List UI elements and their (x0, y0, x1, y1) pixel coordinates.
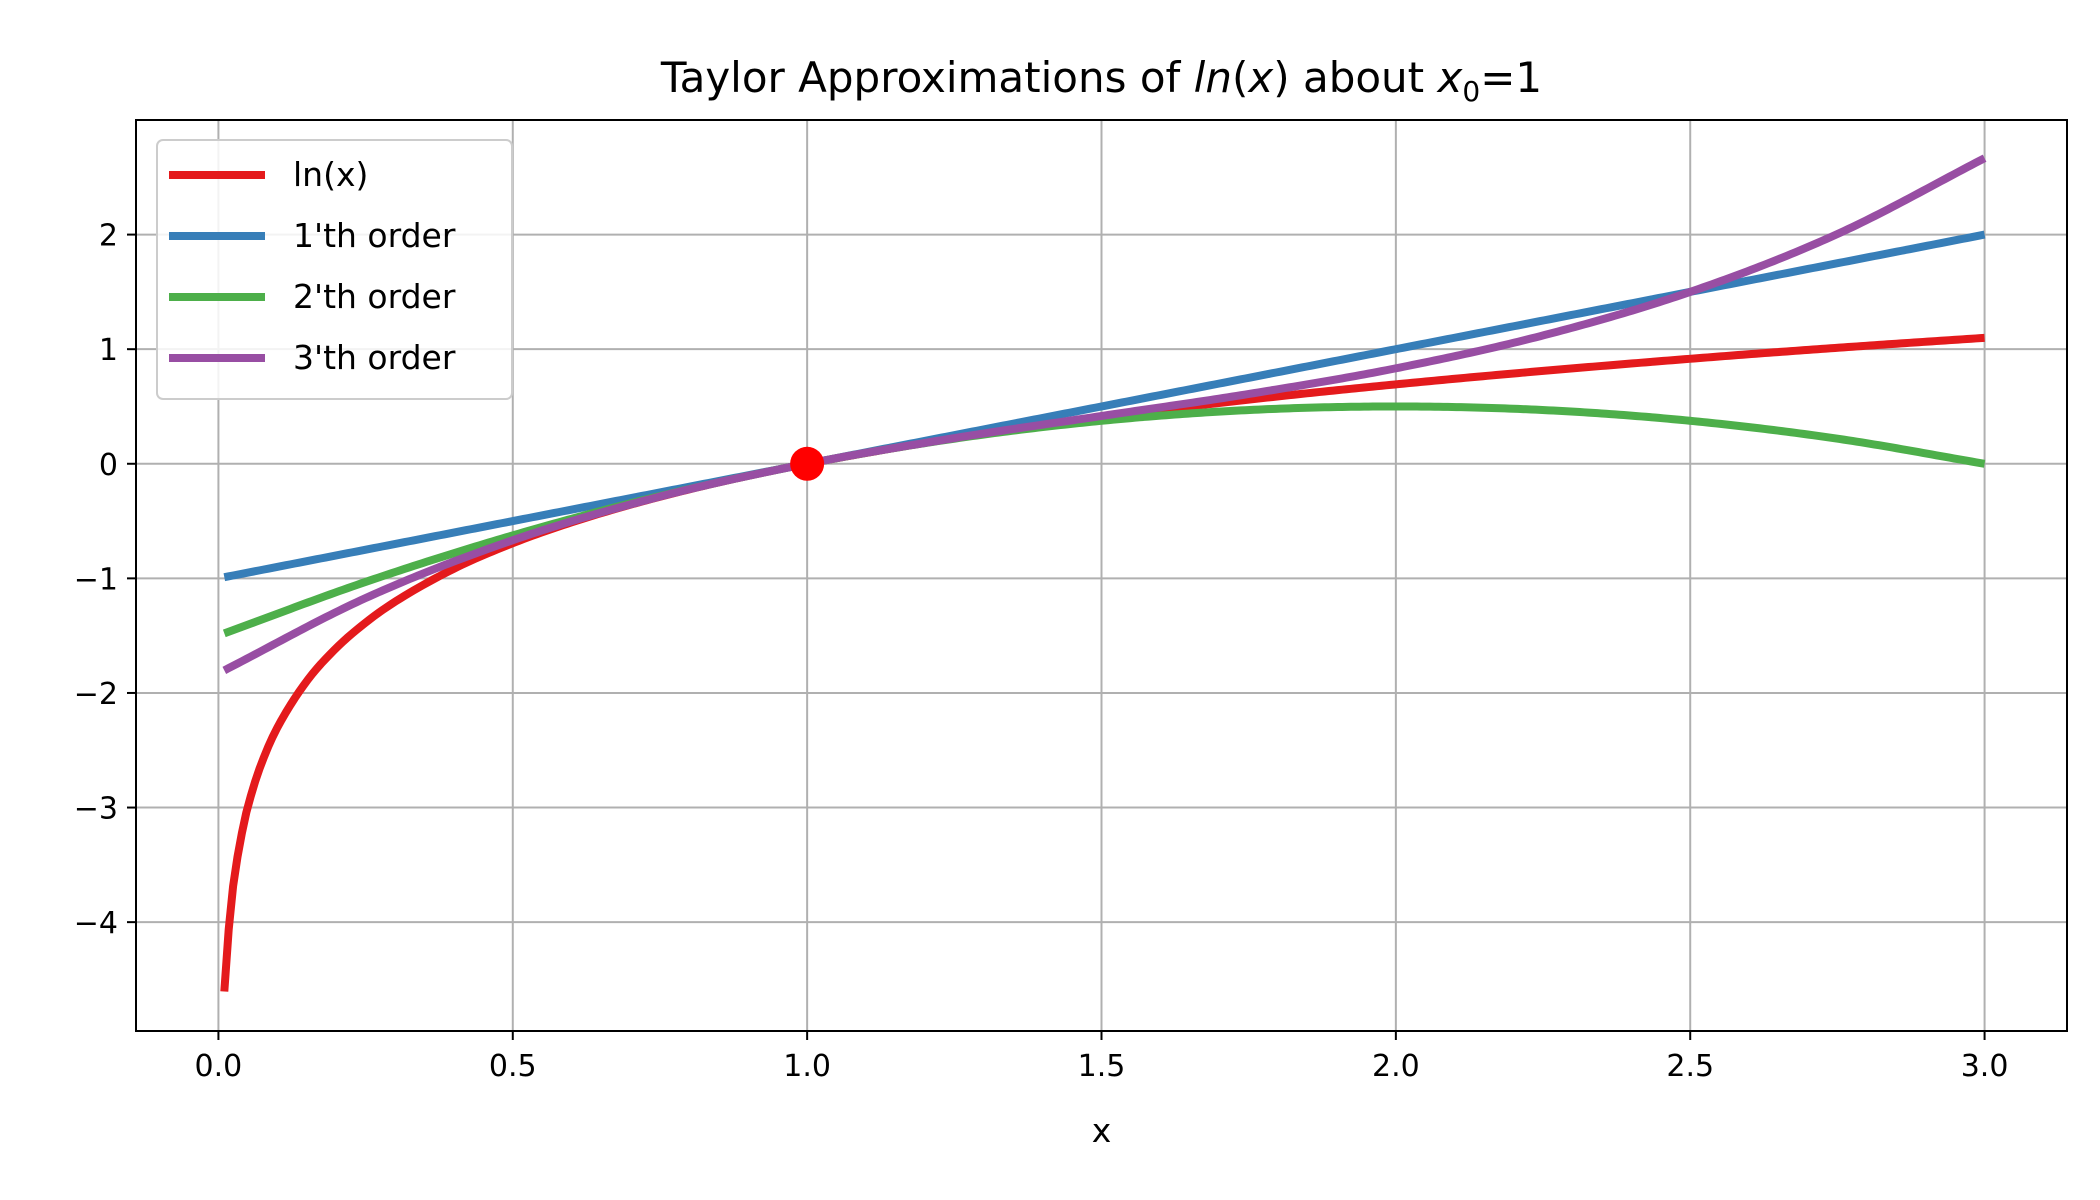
title-var-sub: 0 (1462, 75, 1480, 108)
y-tick-label: −2 (74, 677, 118, 712)
x-tick-label: 1.0 (783, 1049, 831, 1084)
legend-box (156, 139, 513, 400)
legend-label: 2'th order (293, 277, 456, 316)
x-tick-label: 0.5 (489, 1049, 537, 1084)
title-open-paren: ( (1232, 53, 1248, 102)
y-axis: −4 −3 −2 −1 0 1 2 (74, 219, 136, 941)
title-var: x (1436, 53, 1464, 102)
series-layer (220, 154, 1987, 992)
x-axis-label: x (1092, 1111, 1112, 1150)
y-tick-label: 0 (99, 448, 118, 483)
x-axis: 0.0 0.5 1.0 1.5 2.0 2.5 3.0 (195, 1031, 2009, 1084)
grid (136, 120, 2067, 1031)
chart-title: Taylor Approximations of ln(x) about x0=… (660, 53, 1542, 108)
y-tick-label: −1 (74, 562, 118, 597)
title-close-paren: ) (1273, 53, 1289, 102)
y-tick-label: 2 (99, 219, 118, 254)
title-func-arg: x (1246, 53, 1274, 102)
legend-label: ln(x) (293, 155, 368, 194)
marker-layer (790, 446, 825, 481)
series-line-4 (222, 154, 1987, 674)
legend-label: 1'th order (293, 216, 456, 255)
title-func: ln (1194, 53, 1232, 102)
y-tick-label: −3 (74, 792, 118, 827)
series-line-3 (222, 402, 1986, 638)
x-tick-label: 2.5 (1666, 1049, 1714, 1084)
title-mid: about (1290, 53, 1438, 102)
y-tick-label: −4 (74, 906, 118, 941)
legend-label: 3'th order (293, 338, 456, 377)
legend: ln(x) 1'th order 2'th order 3'th order (156, 139, 513, 400)
expansion-point-marker (790, 446, 825, 481)
title-main: Taylor Approximations of (660, 53, 1194, 102)
x-tick-label: 2.0 (1372, 1049, 1420, 1084)
x-tick-label: 1.5 (1078, 1049, 1126, 1084)
y-tick-label: 1 (99, 333, 118, 368)
x-tick-label: 0.0 (195, 1049, 243, 1084)
x-tick-label: 3.0 (1961, 1049, 2009, 1084)
title-tail: =1 (1480, 53, 1542, 102)
